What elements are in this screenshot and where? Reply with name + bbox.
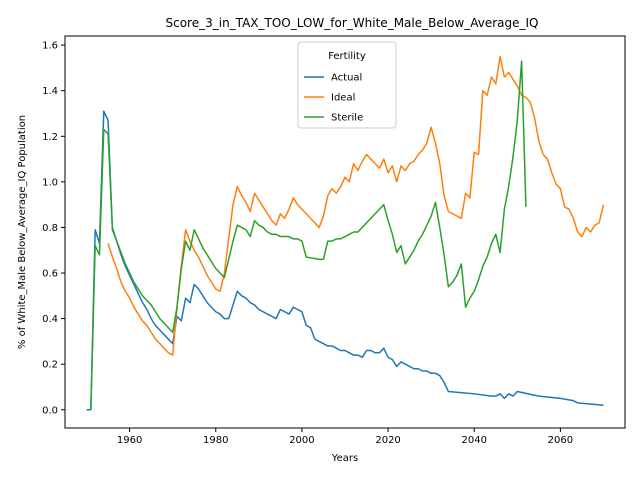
- legend-box: [297, 41, 397, 129]
- x-tick-label: 2020: [375, 435, 400, 446]
- x-axis-label: Years: [331, 453, 358, 464]
- y-tick-label: 1.0: [42, 177, 58, 188]
- legend: Fertility Actual Ideal Sterile: [297, 41, 397, 129]
- x-tick-label: 1960: [117, 435, 142, 446]
- x-tick-label: 2060: [548, 435, 573, 446]
- y-tick-label: 0.4: [42, 314, 58, 325]
- legend-label-ideal: Ideal: [331, 93, 355, 104]
- legend-label-sterile: Sterile: [331, 113, 363, 124]
- y-tick-label: 0.0: [42, 405, 58, 416]
- y-tick-label: 0.2: [42, 360, 58, 371]
- x-tick-label: 1980: [203, 435, 228, 446]
- legend-label-actual: Actual: [331, 73, 362, 84]
- y-axis: 0.0 0.2 0.4 0.6 0.8 1.0 1.2 1.4 1.6: [42, 41, 65, 416]
- legend-entries: Actual Ideal Sterile: [304, 73, 363, 124]
- series-line-sterile: [90, 60, 527, 410]
- y-tick-label: 1.2: [42, 132, 58, 143]
- y-tick-label: 1.6: [42, 41, 58, 52]
- series-line-ideal: [107, 55, 605, 356]
- y-axis-label: % of White_Male Below_Average_IQ Populat…: [17, 115, 28, 349]
- x-tick-label: 2040: [462, 435, 487, 446]
- series-line-actual: [86, 110, 604, 411]
- y-tick-label: 1.4: [42, 86, 58, 97]
- chart-title: Score_3_in_TAX_TOO_LOW_for_White_Male_Be…: [166, 16, 539, 30]
- legend-title: Fertility: [328, 51, 366, 62]
- y-tick-label: 0.6: [42, 269, 58, 280]
- x-axis: 1960 1980 2000 2020 2040 2060: [117, 428, 573, 446]
- y-tick-label: 0.8: [42, 223, 58, 234]
- x-tick-label: 2000: [289, 435, 314, 446]
- series-layer: [86, 55, 605, 411]
- plot-frame: [64, 35, 626, 429]
